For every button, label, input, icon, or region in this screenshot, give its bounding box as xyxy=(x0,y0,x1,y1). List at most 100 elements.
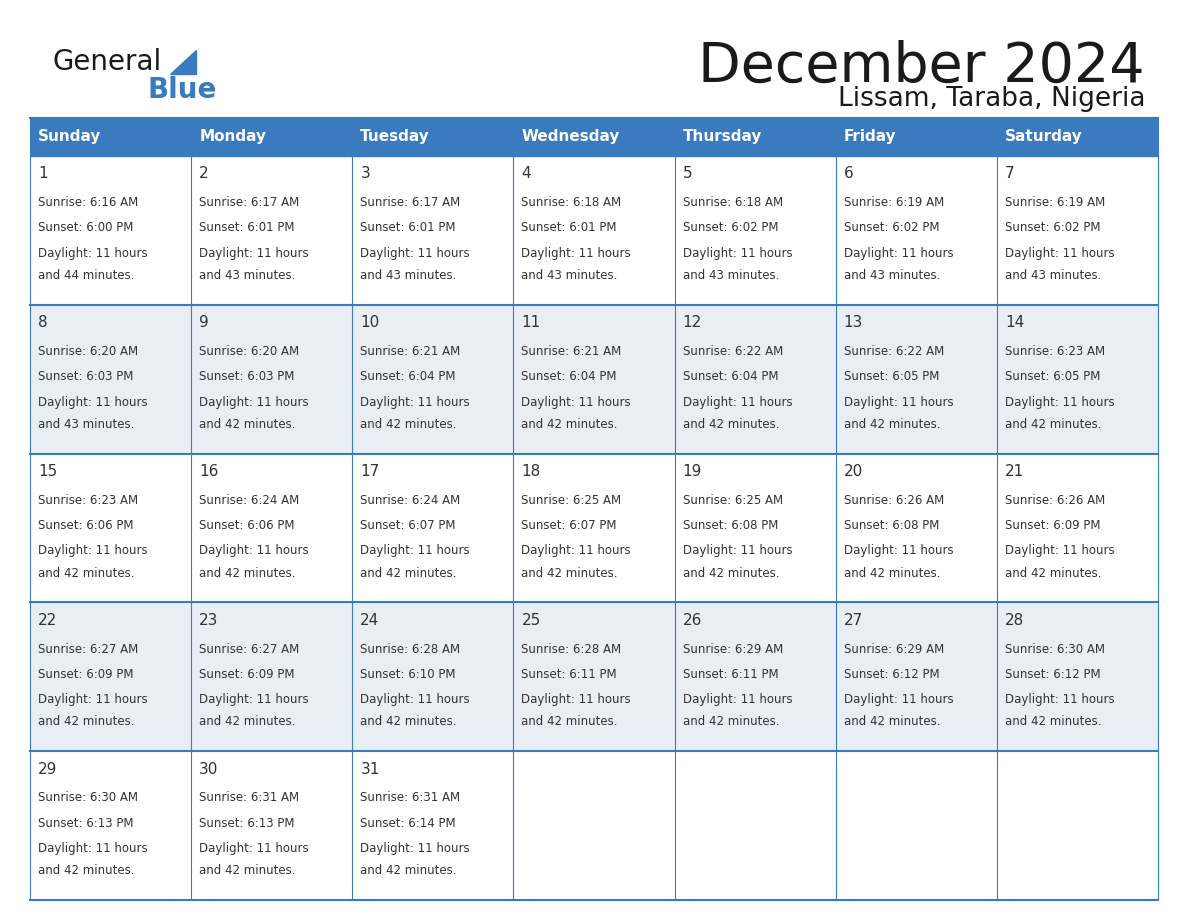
Text: and 43 minutes.: and 43 minutes. xyxy=(200,269,296,282)
Text: 22: 22 xyxy=(38,613,57,628)
Text: and 42 minutes.: and 42 minutes. xyxy=(200,715,296,729)
Text: Friday: Friday xyxy=(843,129,897,144)
Text: Sunday: Sunday xyxy=(38,129,101,144)
Text: Daylight: 11 hours: Daylight: 11 hours xyxy=(522,544,631,557)
Text: and 42 minutes.: and 42 minutes. xyxy=(200,864,296,878)
Text: and 43 minutes.: and 43 minutes. xyxy=(1005,269,1101,282)
Text: and 44 minutes.: and 44 minutes. xyxy=(38,269,134,282)
Text: Sunrise: 6:25 AM: Sunrise: 6:25 AM xyxy=(522,494,621,507)
Text: Sunset: 6:04 PM: Sunset: 6:04 PM xyxy=(360,370,456,384)
Text: 29: 29 xyxy=(38,762,57,777)
Text: Sunrise: 6:26 AM: Sunrise: 6:26 AM xyxy=(843,494,944,507)
Text: 15: 15 xyxy=(38,464,57,479)
Text: Sunrise: 6:18 AM: Sunrise: 6:18 AM xyxy=(522,196,621,209)
Text: Daylight: 11 hours: Daylight: 11 hours xyxy=(200,693,309,706)
Text: and 42 minutes.: and 42 minutes. xyxy=(522,566,618,579)
Text: Sunrise: 6:26 AM: Sunrise: 6:26 AM xyxy=(1005,494,1105,507)
Text: Sunset: 6:06 PM: Sunset: 6:06 PM xyxy=(200,519,295,532)
Text: and 42 minutes.: and 42 minutes. xyxy=(38,566,134,579)
Text: Sunrise: 6:24 AM: Sunrise: 6:24 AM xyxy=(200,494,299,507)
Text: Sunset: 6:10 PM: Sunset: 6:10 PM xyxy=(360,668,456,681)
Text: Lissam, Taraba, Nigeria: Lissam, Taraba, Nigeria xyxy=(838,86,1145,112)
Bar xyxy=(30,453,1158,602)
Text: Sunrise: 6:29 AM: Sunrise: 6:29 AM xyxy=(683,643,783,655)
Text: Daylight: 11 hours: Daylight: 11 hours xyxy=(38,247,147,260)
Text: Sunset: 6:05 PM: Sunset: 6:05 PM xyxy=(1005,370,1100,384)
Text: Sunset: 6:02 PM: Sunset: 6:02 PM xyxy=(843,221,940,234)
Text: Daylight: 11 hours: Daylight: 11 hours xyxy=(360,247,470,260)
Text: Sunset: 6:05 PM: Sunset: 6:05 PM xyxy=(843,370,940,384)
Text: and 42 minutes.: and 42 minutes. xyxy=(200,566,296,579)
Text: Sunrise: 6:16 AM: Sunrise: 6:16 AM xyxy=(38,196,138,209)
Text: Sunset: 6:11 PM: Sunset: 6:11 PM xyxy=(522,668,617,681)
Text: Sunset: 6:03 PM: Sunset: 6:03 PM xyxy=(38,370,133,384)
Text: and 42 minutes.: and 42 minutes. xyxy=(1005,418,1101,431)
Text: 1: 1 xyxy=(38,166,48,182)
Text: 2: 2 xyxy=(200,166,209,182)
Text: and 43 minutes.: and 43 minutes. xyxy=(683,269,779,282)
Text: Sunrise: 6:30 AM: Sunrise: 6:30 AM xyxy=(1005,643,1105,655)
Text: Sunrise: 6:28 AM: Sunrise: 6:28 AM xyxy=(360,643,461,655)
Text: 7: 7 xyxy=(1005,166,1015,182)
Text: December 2024: December 2024 xyxy=(699,40,1145,94)
Text: Daylight: 11 hours: Daylight: 11 hours xyxy=(843,396,954,409)
Text: 25: 25 xyxy=(522,613,541,628)
Polygon shape xyxy=(170,50,196,74)
Text: 4: 4 xyxy=(522,166,531,182)
Text: 26: 26 xyxy=(683,613,702,628)
Text: 18: 18 xyxy=(522,464,541,479)
Text: 17: 17 xyxy=(360,464,380,479)
Text: Sunset: 6:01 PM: Sunset: 6:01 PM xyxy=(360,221,456,234)
Text: Sunrise: 6:22 AM: Sunrise: 6:22 AM xyxy=(683,345,783,358)
Text: 8: 8 xyxy=(38,315,48,330)
Text: and 42 minutes.: and 42 minutes. xyxy=(360,715,457,729)
Text: Sunrise: 6:27 AM: Sunrise: 6:27 AM xyxy=(200,643,299,655)
Text: Daylight: 11 hours: Daylight: 11 hours xyxy=(1005,396,1114,409)
Text: Daylight: 11 hours: Daylight: 11 hours xyxy=(843,544,954,557)
Text: Daylight: 11 hours: Daylight: 11 hours xyxy=(360,544,470,557)
Text: 20: 20 xyxy=(843,464,862,479)
Text: Sunrise: 6:25 AM: Sunrise: 6:25 AM xyxy=(683,494,783,507)
Text: Sunrise: 6:20 AM: Sunrise: 6:20 AM xyxy=(38,345,138,358)
Text: and 42 minutes.: and 42 minutes. xyxy=(683,566,779,579)
Text: Daylight: 11 hours: Daylight: 11 hours xyxy=(683,693,792,706)
Text: Sunset: 6:04 PM: Sunset: 6:04 PM xyxy=(683,370,778,384)
Text: and 42 minutes.: and 42 minutes. xyxy=(360,566,457,579)
Text: Sunrise: 6:21 AM: Sunrise: 6:21 AM xyxy=(360,345,461,358)
Text: Blue: Blue xyxy=(148,76,217,104)
Bar xyxy=(30,118,1158,156)
Text: Daylight: 11 hours: Daylight: 11 hours xyxy=(1005,693,1114,706)
Text: 31: 31 xyxy=(360,762,380,777)
Text: 21: 21 xyxy=(1005,464,1024,479)
Text: Sunset: 6:07 PM: Sunset: 6:07 PM xyxy=(360,519,456,532)
Text: General: General xyxy=(52,48,162,76)
Text: Sunrise: 6:24 AM: Sunrise: 6:24 AM xyxy=(360,494,461,507)
Text: 16: 16 xyxy=(200,464,219,479)
Text: and 42 minutes.: and 42 minutes. xyxy=(1005,566,1101,579)
Bar xyxy=(30,751,1158,900)
Text: 11: 11 xyxy=(522,315,541,330)
Text: 5: 5 xyxy=(683,166,693,182)
Text: Daylight: 11 hours: Daylight: 11 hours xyxy=(683,247,792,260)
Text: Sunset: 6:02 PM: Sunset: 6:02 PM xyxy=(1005,221,1100,234)
Text: and 42 minutes.: and 42 minutes. xyxy=(1005,715,1101,729)
Text: Tuesday: Tuesday xyxy=(360,129,430,144)
Text: Sunrise: 6:31 AM: Sunrise: 6:31 AM xyxy=(200,791,299,804)
Text: Thursday: Thursday xyxy=(683,129,762,144)
Text: Sunrise: 6:18 AM: Sunrise: 6:18 AM xyxy=(683,196,783,209)
Text: Daylight: 11 hours: Daylight: 11 hours xyxy=(843,693,954,706)
Text: Daylight: 11 hours: Daylight: 11 hours xyxy=(1005,247,1114,260)
Text: Sunset: 6:14 PM: Sunset: 6:14 PM xyxy=(360,817,456,830)
Text: 3: 3 xyxy=(360,166,371,182)
Bar xyxy=(30,156,1158,305)
Text: and 42 minutes.: and 42 minutes. xyxy=(843,418,940,431)
Text: Sunset: 6:06 PM: Sunset: 6:06 PM xyxy=(38,519,133,532)
Text: Daylight: 11 hours: Daylight: 11 hours xyxy=(38,693,147,706)
Text: Sunset: 6:01 PM: Sunset: 6:01 PM xyxy=(522,221,617,234)
Text: 14: 14 xyxy=(1005,315,1024,330)
Text: and 43 minutes.: and 43 minutes. xyxy=(360,269,456,282)
Text: Daylight: 11 hours: Daylight: 11 hours xyxy=(683,544,792,557)
Text: Daylight: 11 hours: Daylight: 11 hours xyxy=(200,247,309,260)
Text: Sunrise: 6:17 AM: Sunrise: 6:17 AM xyxy=(360,196,461,209)
Text: Sunset: 6:01 PM: Sunset: 6:01 PM xyxy=(200,221,295,234)
